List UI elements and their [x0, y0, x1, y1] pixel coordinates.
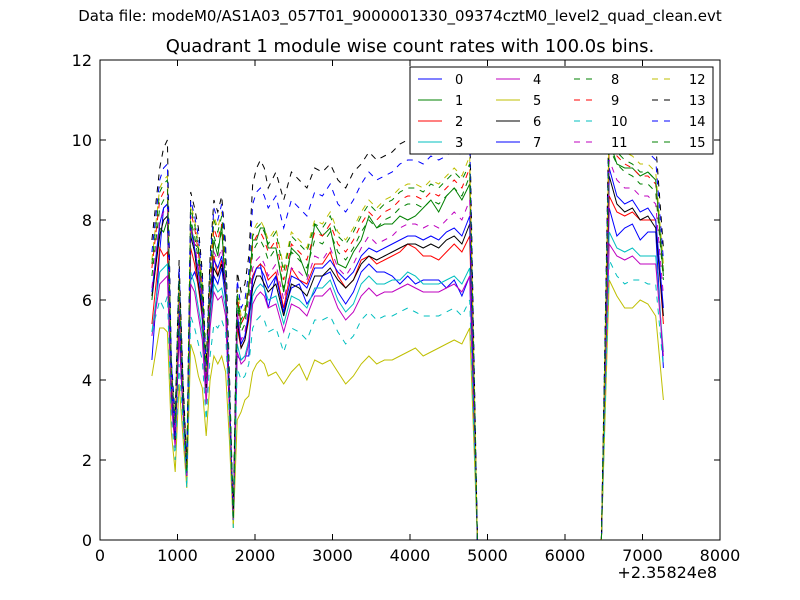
series-line-2 [151, 195, 664, 540]
legend-label: 7 [533, 136, 541, 151]
legend-label: 10 [611, 115, 628, 130]
x-offset-label: +2.35824e8 [617, 563, 717, 582]
series-line-9 [151, 139, 664, 540]
legend-label: 2 [455, 115, 463, 130]
x-axis: 0 1000 2000 3000 4000 5000 6000 7000 8000 [95, 60, 740, 565]
figure-suptitle: Data file: modeM0/AS1A03_057T01_90000013… [78, 7, 722, 25]
legend-label: 11 [611, 136, 628, 151]
legend-label: 6 [533, 115, 541, 130]
x-tick-label: 6000 [545, 546, 586, 565]
y-tick-label: 4 [82, 371, 92, 390]
x-tick-label: 4000 [390, 546, 431, 565]
x-tick-label: 1000 [157, 546, 198, 565]
y-tick-label: 2 [82, 451, 92, 470]
series-line-6 [151, 175, 664, 540]
legend-label: 0 [455, 73, 463, 88]
series-layer [151, 99, 664, 540]
legend-label: 8 [611, 73, 619, 88]
series-line-1 [151, 139, 664, 540]
x-tick-label: 5000 [467, 546, 508, 565]
legend-label: 9 [611, 94, 619, 109]
series-line-5 [151, 279, 664, 540]
series-line-10 [151, 259, 664, 540]
x-tick-label: 8000 [700, 546, 741, 565]
legend-label: 14 [689, 115, 706, 130]
series-line-13 [151, 99, 664, 540]
series-line-14 [151, 111, 664, 540]
x-tick-label: 7000 [622, 546, 663, 565]
legend-label: 3 [455, 136, 463, 151]
legend-label: 15 [689, 136, 706, 151]
y-tick-label: 12 [72, 51, 92, 70]
series-line-15 [151, 131, 664, 540]
legend-label: 4 [533, 73, 541, 88]
x-tick-label: 0 [95, 546, 105, 565]
chart-title: Quadrant 1 module wise count rates with … [165, 36, 655, 57]
series-line-3 [151, 231, 664, 540]
series-line-12 [151, 123, 664, 540]
series-line-11 [151, 159, 664, 540]
y-tick-label: 10 [72, 131, 92, 150]
series-line-8 [151, 147, 664, 540]
x-tick-label: 2000 [235, 546, 276, 565]
x-tick-label: 3000 [312, 546, 353, 565]
legend-label: 13 [689, 94, 706, 109]
legend-label: 1 [455, 94, 463, 109]
y-tick-label: 6 [82, 291, 92, 310]
series-line-4 [151, 242, 664, 540]
legend-label: 5 [533, 94, 541, 109]
legend-label: 12 [689, 73, 706, 88]
legend-box [409, 66, 714, 155]
y-tick-label: 0 [82, 531, 92, 550]
y-tick-label: 8 [82, 211, 92, 230]
series-line-7 [151, 167, 664, 540]
